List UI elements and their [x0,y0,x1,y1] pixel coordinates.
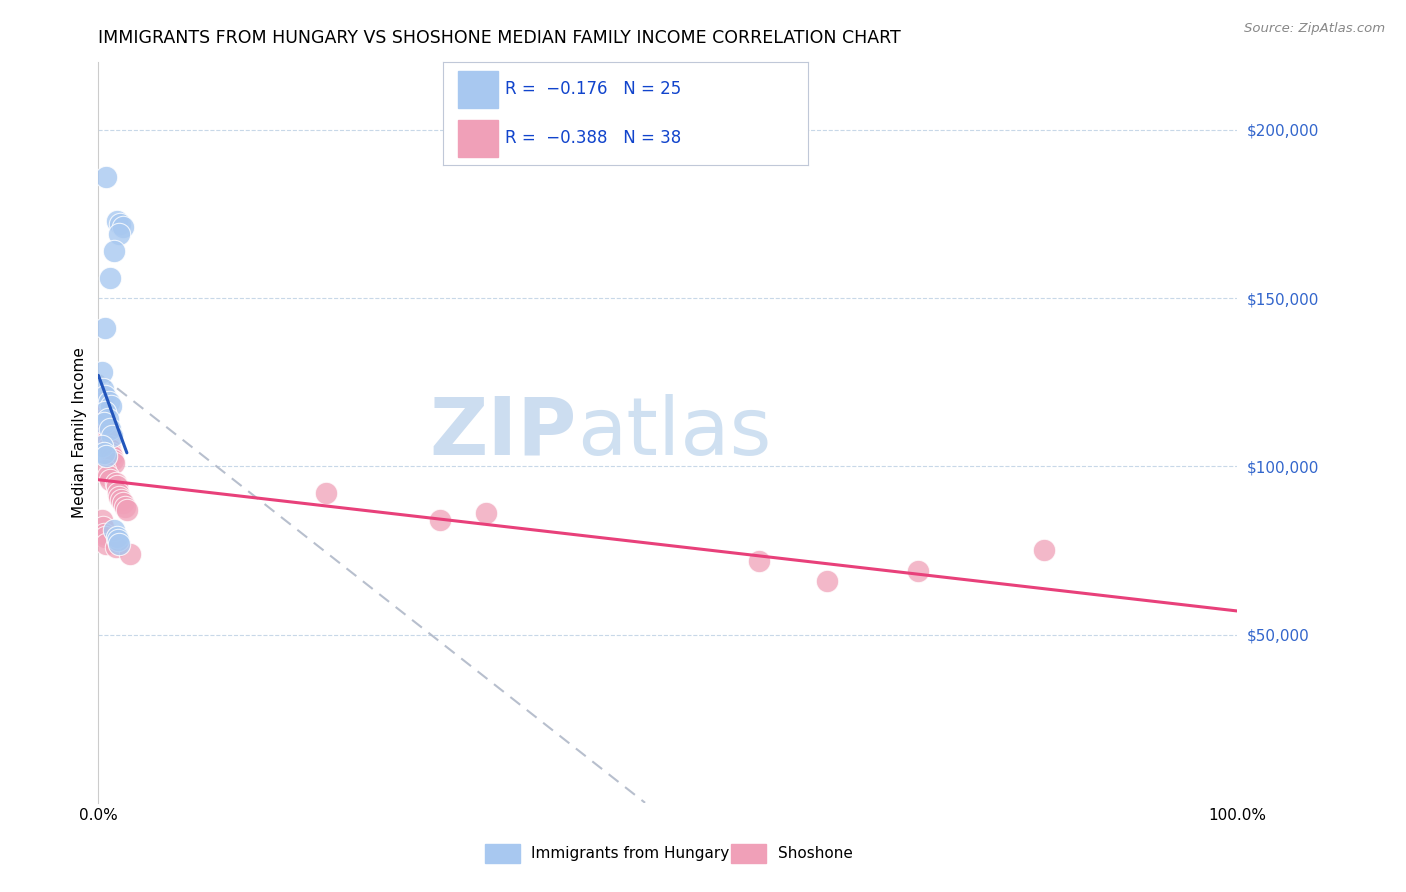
Point [94,388,117,402]
Point [96,433,118,447]
Point [112,220,135,235]
Point [108,227,131,241]
Point [93,446,115,460]
Point [93,526,115,541]
Point [96,169,118,184]
Point [474,507,496,521]
Text: ZIP: ZIP [429,393,576,472]
Point [93,405,115,419]
Point [94,405,117,419]
Point [97,395,120,409]
Point [110,492,132,507]
Point [105,479,128,493]
Bar [457,120,498,157]
Point [115,503,138,517]
Point [90,365,112,379]
Point [90,439,112,453]
Point [103,452,125,467]
Point [90,388,112,402]
Point [93,416,115,430]
Point [748,553,770,567]
Point [90,513,112,527]
Point [91,520,114,534]
Point [104,476,127,491]
Point [94,462,117,476]
Point [108,536,131,550]
Point [907,564,929,578]
Point [815,574,838,588]
Point [103,456,125,470]
Point [101,429,124,443]
Point [97,439,120,453]
Point [315,486,337,500]
Point [98,473,121,487]
Point [100,399,122,413]
Point [120,547,142,561]
Text: atlas: atlas [576,393,770,472]
Point [114,500,136,514]
Point [96,412,118,426]
Point [96,449,118,463]
Point [107,486,129,500]
Point [105,530,128,544]
Point [101,449,124,463]
Text: R =  −0.388   N = 38: R = −0.388 N = 38 [505,129,682,147]
Point [96,469,118,483]
Point [105,213,128,227]
Point [429,513,451,527]
Point [94,530,117,544]
Point [108,217,131,231]
Point [108,490,131,504]
Point [104,540,127,554]
Text: Source: ZipAtlas.com: Source: ZipAtlas.com [1244,22,1385,36]
Point [96,536,118,550]
Point [112,496,135,510]
Text: R =  −0.176   N = 25: R = −0.176 N = 25 [505,80,682,98]
Y-axis label: Median Family Income: Median Family Income [72,347,87,518]
Point [91,382,114,396]
Text: IMMIGRANTS FROM HUNGARY VS SHOSHONE MEDIAN FAMILY INCOME CORRELATION CHART: IMMIGRANTS FROM HUNGARY VS SHOSHONE MEDI… [98,29,901,47]
Bar [457,70,498,108]
Point [98,422,121,436]
Point [96,422,118,436]
Point [103,244,125,258]
Point [98,442,121,457]
Point [103,523,125,537]
Point [100,446,122,460]
Text: Shoshone: Shoshone [778,847,852,861]
Point [96,429,118,443]
Point [91,395,114,409]
Point [94,321,117,335]
Point [107,533,129,548]
Point [94,412,117,426]
Point [98,270,121,285]
Text: Immigrants from Hungary: Immigrants from Hungary [531,847,730,861]
Point [1032,543,1054,558]
